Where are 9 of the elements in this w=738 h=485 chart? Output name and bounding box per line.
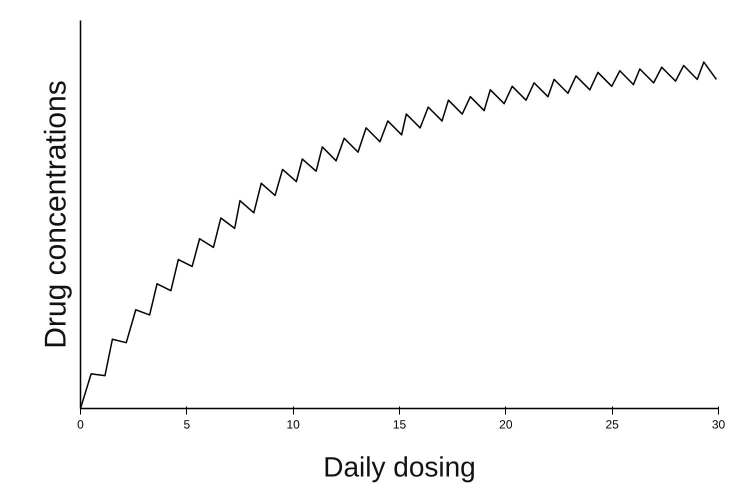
x-tick-label: 15	[392, 418, 406, 432]
x-tick-label: 5	[183, 418, 190, 432]
x-axis-title: Daily dosing	[323, 452, 476, 482]
x-tick-label: 10	[286, 418, 300, 432]
x-tick-label: 25	[605, 418, 620, 432]
x-tick-label: 20	[499, 418, 513, 432]
y-axis-title: Drug concentrations	[40, 80, 72, 349]
x-tick-label: 30	[712, 418, 726, 432]
x-tick-label: 0	[77, 418, 84, 432]
